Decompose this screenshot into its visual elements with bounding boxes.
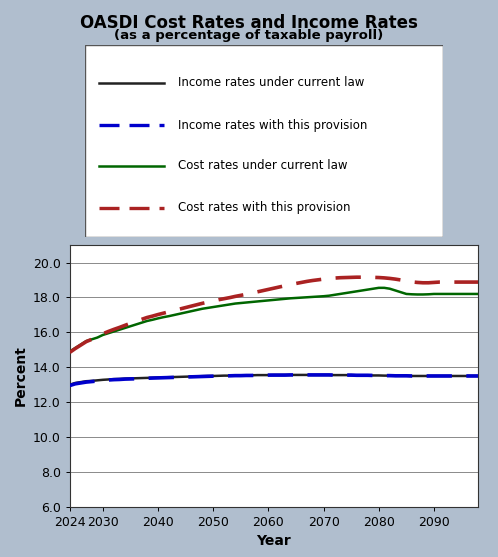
X-axis label: Year: Year <box>256 535 291 549</box>
FancyBboxPatch shape <box>85 45 443 237</box>
Text: (as a percentage of taxable payroll): (as a percentage of taxable payroll) <box>115 29 383 42</box>
Text: Cost rates under current law: Cost rates under current law <box>178 159 348 172</box>
Text: Income rates with this provision: Income rates with this provision <box>178 119 367 132</box>
Text: Income rates under current law: Income rates under current law <box>178 76 364 90</box>
Text: Cost rates with this provision: Cost rates with this provision <box>178 202 351 214</box>
Y-axis label: Percent: Percent <box>13 345 27 407</box>
Text: OASDI Cost Rates and Income Rates: OASDI Cost Rates and Income Rates <box>80 14 418 32</box>
